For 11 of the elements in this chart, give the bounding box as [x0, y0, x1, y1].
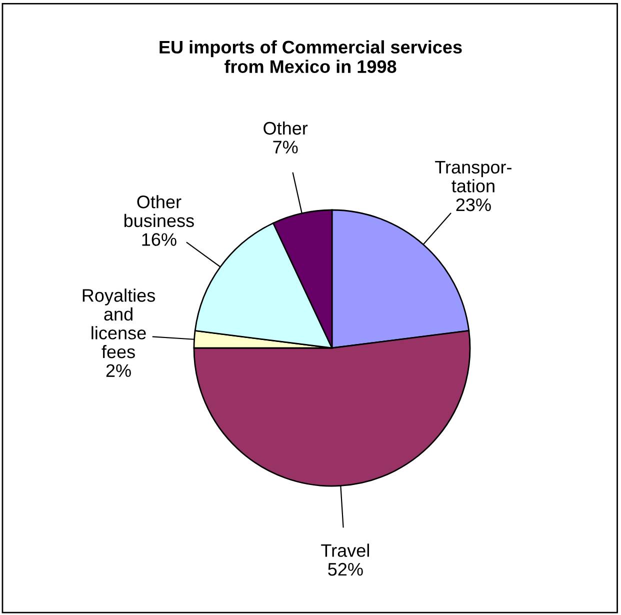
data-label: 52%: [328, 562, 363, 576]
slice-label: Other business: [124, 195, 194, 228]
slice-label: Other: [264, 121, 308, 135]
chart-title: EU imports of Commercial services from Mexico in 1998: [160, 40, 462, 73]
slice-label: Travel: [321, 544, 369, 557]
slice-label: Royalties and license fees: [82, 288, 155, 358]
slice-label: Transpor- tation: [435, 161, 512, 192]
data-label: 7%: [273, 140, 298, 154]
data-label: 23%: [456, 198, 491, 212]
data-label: 2%: [106, 364, 131, 377]
data-label: 16%: [142, 233, 176, 246]
